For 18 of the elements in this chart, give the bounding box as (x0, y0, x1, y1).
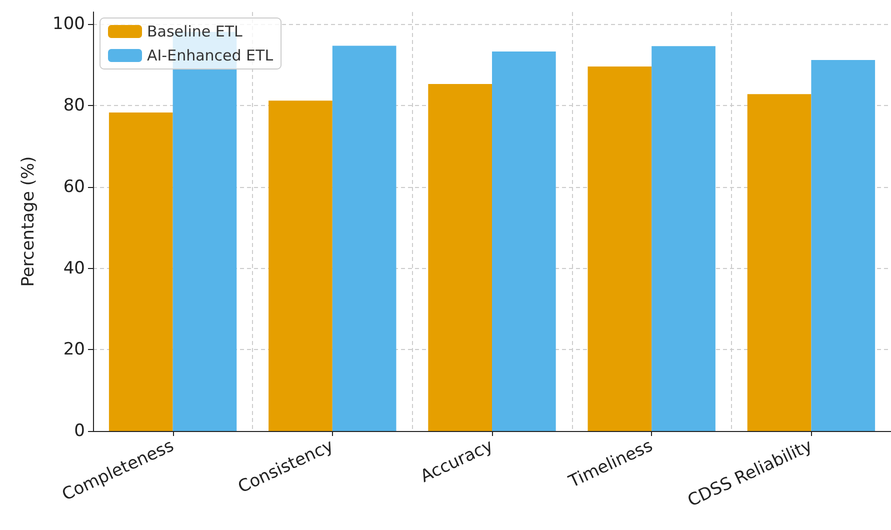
bar (108, 112, 173, 431)
y-tick-label: 20 (63, 340, 85, 360)
bar (811, 60, 876, 431)
y-tick-label: 0 (74, 421, 85, 441)
bar (652, 46, 716, 431)
bar (588, 66, 652, 431)
legend-label: AI-Enhanced ETL (147, 46, 274, 64)
y-tick-label: 60 (63, 176, 85, 197)
bar (747, 94, 812, 431)
y-tick-label: 80 (63, 96, 85, 116)
legend-label: Baseline ETL (147, 22, 244, 40)
bar (268, 100, 332, 431)
y-tick-label: 40 (63, 258, 85, 278)
y-axis-title: Percentage (%) (18, 156, 38, 287)
bar (428, 84, 492, 431)
y-tick-label: 100 (52, 14, 85, 34)
bar (332, 46, 396, 431)
bar (492, 51, 556, 431)
